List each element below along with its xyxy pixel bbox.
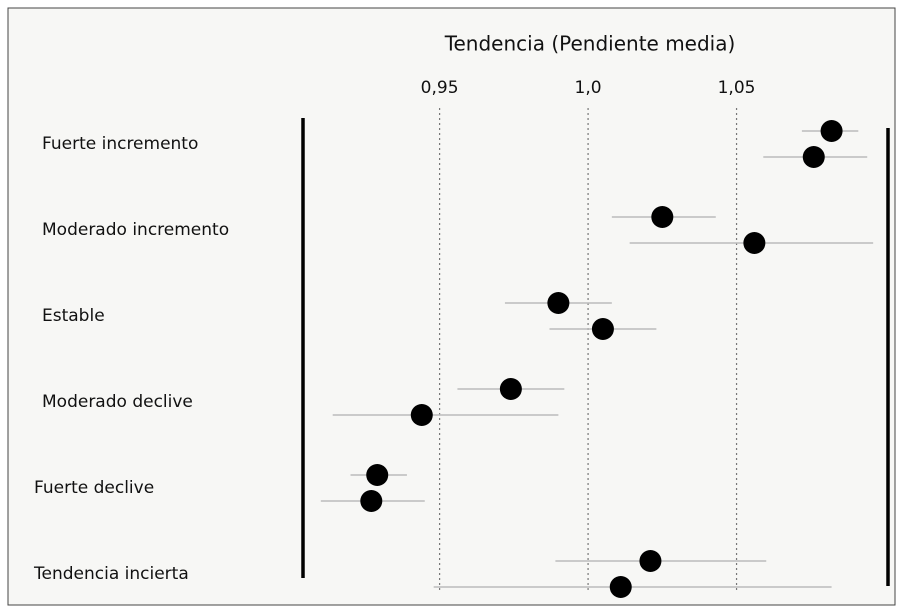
point bbox=[499, 378, 522, 400]
frame bbox=[7, 7, 896, 606]
point bbox=[609, 576, 632, 598]
x-tick-label: 1,0 bbox=[575, 78, 602, 98]
y-tick-label: Fuerte incremento bbox=[42, 134, 198, 154]
point bbox=[366, 464, 389, 486]
point bbox=[651, 206, 674, 228]
point bbox=[410, 404, 433, 426]
point bbox=[820, 120, 843, 142]
y-tick-label: Tendencia incierta bbox=[33, 564, 189, 584]
y-tick-label: Moderado declive bbox=[42, 392, 193, 412]
point bbox=[547, 292, 570, 314]
point bbox=[591, 318, 614, 340]
y-tick-label: Moderado incremento bbox=[42, 220, 229, 240]
chart-title: Tendencia (Pendiente media) bbox=[444, 32, 736, 56]
y-tick-label: Fuerte declive bbox=[34, 478, 154, 498]
x-tick-label: 1,05 bbox=[718, 78, 756, 98]
x-tick-label: 0,95 bbox=[421, 78, 459, 98]
point bbox=[639, 550, 662, 572]
point bbox=[743, 232, 766, 254]
y-tick-label: Estable bbox=[42, 306, 105, 326]
point bbox=[360, 490, 383, 512]
point bbox=[802, 146, 825, 168]
